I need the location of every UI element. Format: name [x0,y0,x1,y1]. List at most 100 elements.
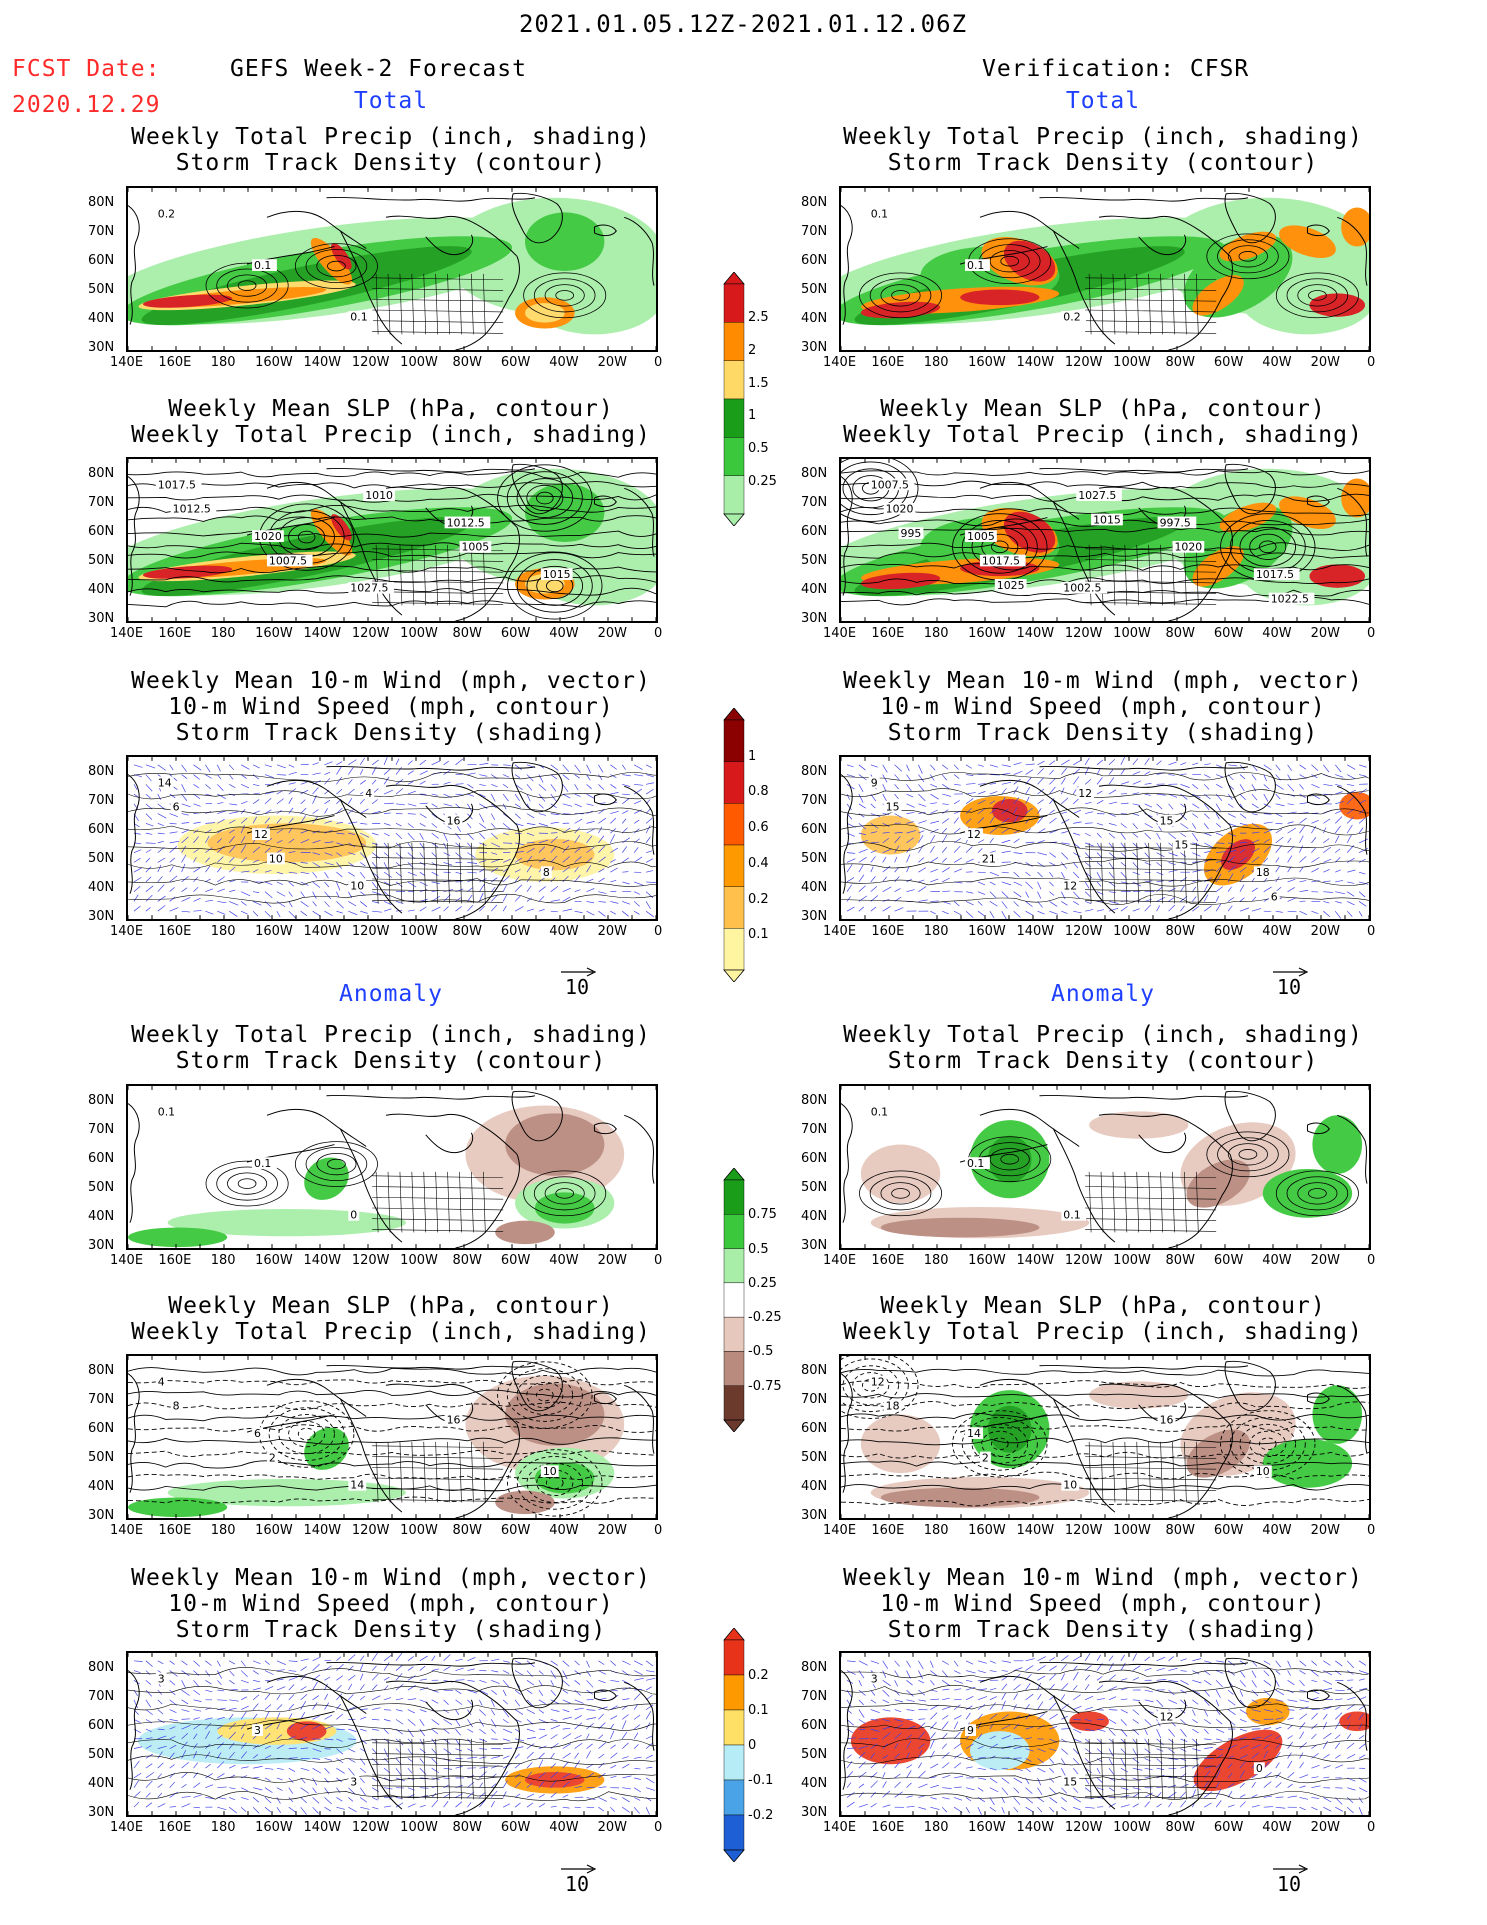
contour-label: 12 [1063,880,1077,893]
fc-total-precip-map: 0.2 0.1 0.1 [126,186,658,352]
lat-tick-label: 40N [801,311,828,326]
lon-tick-label: 140E [823,924,857,939]
contour-label-bg [965,1427,983,1439]
precip-shading [128,197,656,335]
lat-tick-label: 60N [88,822,115,837]
lon-tick-label: 160W [968,1820,1006,1835]
lat-tick-label: 50N [801,1180,828,1195]
lat-tick-label: 50N [88,1747,115,1762]
reference-vector-label: 10 [1277,975,1302,999]
lon-tick-label: 20W [1310,1820,1341,1835]
contour-label: 1012.5 [447,516,485,529]
contour-label: 2 [982,1451,989,1464]
contour-label-bg [883,502,916,515]
contour-label: 12 [1160,1710,1174,1723]
contour-label-bg [266,1451,278,1464]
lon-tick-label: 0 [1367,626,1376,641]
obs-total-slp-title-line: Weekly Total Precip (inch, shading) [843,422,1363,448]
fc-total-slp-contour-labels: 1017.5 1020 1027.5 1012.5 1015 1012.5 1007.5 10… [155,478,573,595]
contour-label-bg [266,554,313,567]
obs-anom-precip-title-line: Weekly Total Precip (inch, shading) [843,1022,1363,1048]
contour-label: 1020 [1174,541,1202,554]
lat-tick-label: 80N [88,1093,115,1108]
contour-label: 0.2 [158,207,175,220]
fc-total-precip-contour-labels: 0.2 0.1 0.1 [155,207,374,324]
contour-label-bg [1157,814,1176,827]
reference-vector: 10 [559,963,599,997]
lon-tick-label: 40W [1262,1253,1292,1268]
contour-label: 12 [967,828,981,841]
contour-label-bg [1091,513,1123,526]
lon-tick-label: 40W [549,626,579,641]
contour-label-bg [1076,787,1095,799]
lon-tick-label: 0 [654,1253,663,1268]
lon-tick-label: 140E [110,626,144,641]
contour-label-bg [868,1672,880,1685]
fc-anom-wind-title-line: Weekly Mean 10-m Wind (mph, vector) [131,1565,651,1591]
lon-tick-label: 140W [1016,1253,1055,1268]
lon-tick-label: 0 [1367,1253,1376,1268]
lon-tick-label: 180 [210,355,236,370]
fc-total-slp-map: 1017.5 1020 1027.5 1012.5 1015 1012.5 1007.5 10… [126,457,658,623]
obs-anom-wind-contour-labels: 3 9 15 12 0 [868,1672,1265,1789]
lon-tick-label: 40W [549,924,579,939]
lon-tick-label: 140E [110,1523,144,1538]
coastlines [128,761,655,919]
lon-tick-label: 60W [1213,626,1244,641]
storm-track-contours [205,243,607,319]
colorbar-segment [723,475,745,515]
lon-tick-label: 60W [500,1820,531,1835]
contour-label: 0.1 [871,207,888,220]
contour-label-bg [155,1672,167,1685]
lon-tick-label: 180 [210,1253,236,1268]
contour-label: 1027.5 [1078,489,1116,502]
fc-anom-wind-title-line: 10-m Wind Speed (mph, contour) [168,1591,614,1617]
lat-tick-label: 50N [88,553,115,568]
lon-tick-label: 80W [452,355,482,370]
lat-tick-label: 60N [88,1718,115,1733]
obs-anom-wind-title-line: Weekly Mean 10-m Wind (mph, vector) [843,1565,1363,1591]
lon-tick-label: 180 [923,355,949,370]
lon-tick-label: 0 [654,355,663,370]
contour-label-bg [252,530,284,542]
obs-total-slp-map: 1007.5 1005 1002.5 997.5 1017.5 1020 1017.5 102… [839,457,1371,623]
contour-label-bg [883,1399,902,1412]
contour-label-bg [965,259,990,271]
colorbar-label: 0.1 [748,1703,769,1718]
contour-label-bg [1076,489,1122,501]
fc-total-precip-title-line: Storm Track Density (contour) [175,150,607,176]
lon-tick-label: 120W [1064,1523,1103,1538]
contour-label-bg [444,1413,463,1426]
contour-label-bg [252,1724,263,1736]
lat-tick-label: 70N [88,1122,115,1137]
lat-tick-label: 60N [801,1718,828,1733]
reference-vector: 10 [1271,1860,1311,1894]
lon-tick-label: 180 [210,1820,236,1835]
lon-tick-label: 100W [1113,355,1151,370]
lon-tick-label: 60W [500,1523,531,1538]
colorbar-segment [723,844,745,887]
lon-tick-label: 80W [1165,1253,1195,1268]
lat-tick-label: 80N [88,195,115,210]
reference-arrow-icon [1273,967,1309,977]
anomaly-storm-colorbar: 0.2 0.1 0 -0.1 -0.2 [722,1627,773,1866]
colorbar-label: -0.75 [748,1378,782,1394]
lat-tick-label: 40N [801,1209,828,1224]
lat-tick-label: 80N [88,466,115,481]
date-range-title: 2021.01.05.12Z-2021.01.12.06Z [518,10,968,38]
colorbar-label: 0 [748,1738,757,1753]
lon-tick-label: 120W [351,1523,390,1538]
contour-label: 0 [1256,1762,1263,1775]
fc-total-slp-title-line: Weekly Mean SLP (hPa, contour) [168,396,614,422]
lon-tick-label: 40W [549,355,579,370]
lat-tick-label: 60N [801,822,828,837]
lat-tick-label: 40N [88,1776,115,1791]
coastlines [128,192,655,350]
contour-label-bg [444,814,463,827]
contour-label: 14 [350,1479,364,1492]
fc-anom-slp-title-line: Weekly Mean SLP (hPa, contour) [168,1293,614,1319]
colorbar-segment [723,1214,745,1249]
lat-tick-label: 50N [88,851,115,866]
colorbar-label: 0.2 [748,891,769,907]
contour-label: 4 [158,1375,165,1388]
